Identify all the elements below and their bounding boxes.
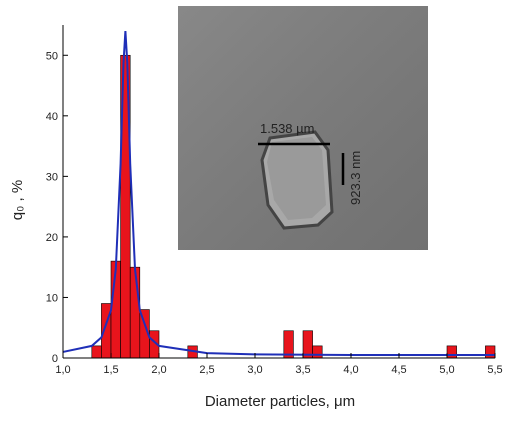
y-tick-label: 40 — [46, 111, 58, 123]
x-tick-label: 1,0 — [55, 364, 70, 376]
x-tick-label: 2,0 — [151, 364, 166, 376]
x-tick-label: 2,5 — [199, 364, 214, 376]
x-tick-label: 1,5 — [103, 364, 118, 376]
width-label: 1.538 µm — [260, 121, 314, 136]
y-tick-label: 10 — [46, 292, 58, 304]
x-tick-label: 3,0 — [247, 364, 262, 376]
x-axis-label: Diameter particles, μm — [205, 393, 355, 410]
bar — [312, 345, 323, 359]
y-axis-label: q₀ , % — [9, 180, 26, 220]
y-tick-label: 20 — [46, 232, 58, 244]
y-tick-label: 0 — [52, 353, 58, 365]
fit-curve — [62, 30, 495, 356]
particle-face — [267, 137, 326, 220]
x-tick-label: 5,0 — [439, 364, 454, 376]
height-label: 923.3 nm — [348, 151, 363, 205]
x-tick-label: 4,5 — [391, 364, 406, 376]
x-tick-label: 5,5 — [487, 364, 502, 376]
y-tick-label: 50 — [46, 50, 58, 62]
bar — [129, 266, 141, 359]
x-tick-label: 3,5 — [295, 364, 310, 376]
bar — [485, 345, 496, 359]
bar — [91, 345, 102, 359]
inset-image: 1.538 µm 923.3 nm — [178, 6, 428, 250]
x-tick-label: 4,0 — [343, 364, 358, 376]
y-tick-label: 30 — [46, 171, 58, 183]
bar — [446, 345, 457, 359]
